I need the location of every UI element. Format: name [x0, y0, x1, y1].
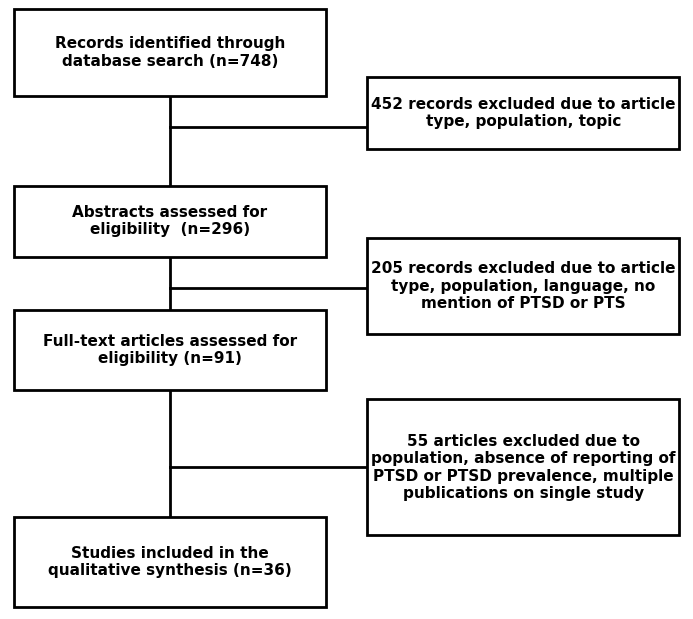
FancyBboxPatch shape [14, 9, 326, 96]
FancyBboxPatch shape [14, 186, 326, 257]
Text: Studies included in the
qualitative synthesis (n=36): Studies included in the qualitative synt… [48, 545, 292, 578]
Text: 205 records excluded due to article
type, population, language, no
mention of PT: 205 records excluded due to article type… [371, 261, 676, 311]
Text: 452 records excluded due to article
type, population, topic: 452 records excluded due to article type… [371, 97, 676, 129]
Text: 55 articles excluded due to
population, absence of reporting of
PTSD or PTSD pre: 55 articles excluded due to population, … [371, 434, 676, 501]
FancyBboxPatch shape [14, 517, 326, 607]
Text: Full-text articles assessed for
eligibility (n=91): Full-text articles assessed for eligibil… [43, 334, 297, 366]
FancyBboxPatch shape [367, 238, 679, 334]
Text: Records identified through
database search (n=748): Records identified through database sear… [55, 37, 285, 69]
FancyBboxPatch shape [367, 77, 679, 149]
Text: Abstracts assessed for
eligibility  (n=296): Abstracts assessed for eligibility (n=29… [72, 205, 267, 238]
FancyBboxPatch shape [14, 310, 326, 390]
FancyBboxPatch shape [367, 399, 679, 535]
